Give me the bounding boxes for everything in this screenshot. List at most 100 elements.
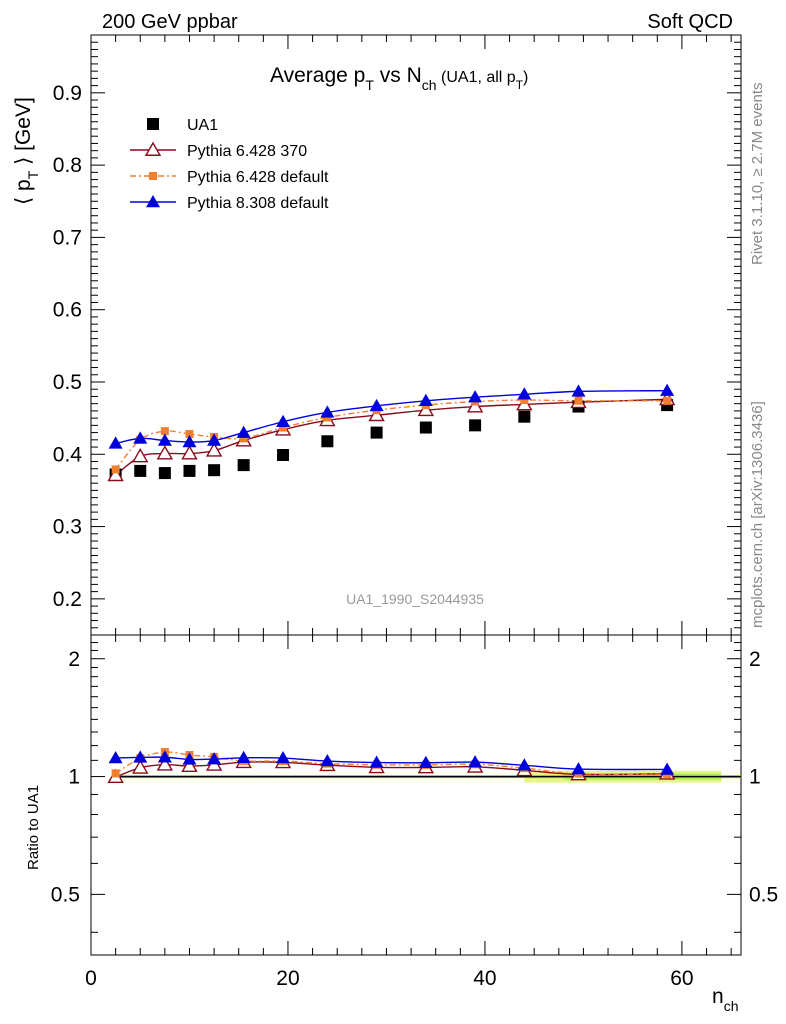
data-point-pythia-6-428-default	[185, 430, 194, 439]
chart-title: Average pT vs Nch (UA1, all pT)	[270, 64, 528, 93]
title-sub-3: T	[516, 78, 524, 92]
data-point-pythia-6-428-default	[574, 396, 583, 405]
data-point-ua1	[183, 464, 196, 477]
y-tick-label: 0.4	[53, 443, 83, 466]
analysis-watermark: UA1_1990_S2044935	[346, 591, 484, 607]
data-point-ua1	[321, 435, 334, 448]
data-point-ua1	[370, 426, 383, 439]
ratio-point-pythia-8-308-default	[157, 750, 172, 763]
data-point-pythia-6-428-default	[663, 396, 672, 405]
data-point-pythia-8-308-default	[320, 405, 335, 418]
data-point-pythia-8-308-default	[207, 433, 222, 446]
data-point-pythia-6-428-default	[520, 396, 529, 405]
x-tick-label: 20	[276, 967, 299, 990]
data-point-pythia-8-308-default	[468, 390, 483, 403]
ratio-tick-label-right: 1	[749, 766, 761, 789]
title-sub-1: T	[365, 77, 374, 93]
ratio-tick-label-right: 2	[749, 648, 761, 671]
data-point-ua1	[469, 419, 482, 432]
legend-label-ua1: UA1	[187, 117, 218, 134]
ratio-point-pythia-8-308-default	[320, 754, 335, 767]
y-tick-label: 0.6	[53, 299, 82, 322]
marks-layer	[107, 383, 676, 783]
ratio-point-pythia-8-308-default	[660, 762, 675, 775]
legend-marker-pythia-6-428-default	[149, 172, 157, 180]
data-point-pythia-6-428-370	[107, 466, 124, 482]
y-label-close: ⟩ [GeV]	[12, 97, 35, 171]
data-point-ua1	[134, 464, 147, 477]
y-tick-label: 0.7	[53, 226, 82, 249]
ratio-point-pythia-8-308-default	[517, 758, 532, 771]
ratio-point-pythia-8-308-default	[571, 762, 586, 775]
data-point-pythia-8-308-default	[517, 387, 532, 400]
data-point-ua1	[237, 459, 250, 472]
rivet-version-label: Rivet 3.1.10, ≥ 2.7M events	[749, 83, 766, 266]
data-point-pythia-8-308-default	[369, 398, 384, 412]
data-point-ua1	[277, 449, 290, 461]
data-point-ua1	[158, 467, 171, 480]
ratio-point-pythia-6-428-370	[156, 756, 174, 771]
x-tick-label: 0	[85, 967, 97, 990]
legend-marker-pythia-8-308-default	[146, 195, 160, 208]
legend-label-pythia-8-308-default: Pythia 8.308 default	[187, 195, 329, 212]
x-axis-label: nch	[712, 985, 738, 1014]
y-tick-label: 0.2	[53, 588, 82, 611]
ratio-point-pythia-8-308-default	[369, 755, 384, 768]
y-label-open: ⟨ p	[12, 179, 35, 205]
y-tick-label: 0.3	[53, 516, 82, 539]
ratio-point-pythia-6-428-370	[132, 759, 149, 774]
curves-layer	[115, 389, 668, 778]
ratio-panel-frame	[90, 634, 742, 956]
data-point-pythia-6-428-default	[111, 465, 120, 474]
data-point-pythia-6-428-370	[368, 406, 385, 422]
ratio-point-pythia-8-308-default	[182, 752, 197, 765]
data-point-pythia-8-308-default	[418, 393, 433, 407]
y-axis-label: ⟨ pT ⟩ [GeV]	[12, 97, 41, 205]
data-point-pythia-6-428-370	[417, 401, 435, 417]
data-point-pythia-6-428-370	[132, 448, 149, 463]
ratio-point-pythia-8-308-default	[276, 751, 291, 764]
data-point-pythia-6-428-370	[466, 398, 484, 413]
ratio-tick-label-left: 1	[68, 766, 80, 789]
x-tick-label: 60	[670, 967, 693, 990]
data-point-pythia-8-308-default	[276, 414, 291, 427]
ratio-tick-label-right: 0.5	[749, 883, 778, 906]
data-point-pythia-8-308-default	[571, 384, 586, 397]
legend-marker-ua1	[147, 118, 159, 130]
legend: UA1 Pythia 6.428 370 Pythia 6.428 default P…	[130, 117, 329, 212]
data-point-pythia-6-428-default	[239, 434, 248, 443]
data-point-pythia-6-428-370	[205, 442, 223, 457]
title-paren-open: (UA1, all p	[437, 69, 516, 86]
legend-label-pythia-6-428-default: Pythia 6.428 default	[187, 169, 329, 186]
y-tick-label: 0.5	[53, 371, 82, 394]
ratio-point-pythia-8-308-default	[418, 755, 433, 769]
data-point-pythia-6-428-default	[279, 423, 288, 432]
data-point-pythia-6-428-370	[181, 445, 198, 460]
ticks-layer: 0 20 40 60 0.2 0.3 0.4 0.5 0.6 0.7 0.8 0.9 0.5 0.5 1 1 2…	[51, 35, 778, 990]
legend-marker-pythia-6-428-370	[144, 141, 162, 156]
ratio-point-pythia-6-428-370	[181, 757, 198, 773]
y-tick-label: 0.9	[53, 82, 82, 105]
ratio-tick-label-left: 0.5	[51, 883, 80, 906]
ratio-point-pythia-6-428-default	[111, 769, 120, 778]
data-point-pythia-8-308-default	[157, 433, 172, 446]
series-line-pythia-6-428-default	[115, 399, 668, 470]
title-paren-close: )	[523, 69, 528, 86]
legend-label-pythia-6-428-370: Pythia 6.428 370	[187, 143, 307, 160]
title-prefix: Average p	[270, 64, 365, 87]
ratio-band-layer	[115, 770, 741, 783]
data-point-pythia-6-428-default	[160, 427, 169, 436]
data-point-pythia-8-308-default	[108, 436, 123, 449]
x-tick-label: 40	[473, 967, 496, 990]
data-point-pythia-8-308-default	[236, 425, 251, 438]
ratio-point-pythia-8-308-default	[108, 750, 123, 764]
mcplots-source-label: mcplots.cern.ch [arXiv:1306.3436]	[749, 401, 766, 628]
data-point-ua1	[208, 464, 221, 477]
ratio-tick-label-left: 2	[68, 648, 80, 671]
header-category-label: Soft QCD	[647, 11, 733, 33]
ratio-y-axis-label: Ratio to UA1	[25, 785, 42, 870]
ratio-point-pythia-8-308-default	[236, 750, 251, 764]
data-point-pythia-6-428-370	[156, 445, 174, 460]
title-sub-2: ch	[422, 77, 437, 93]
x-label-sub: ch	[724, 998, 739, 1014]
